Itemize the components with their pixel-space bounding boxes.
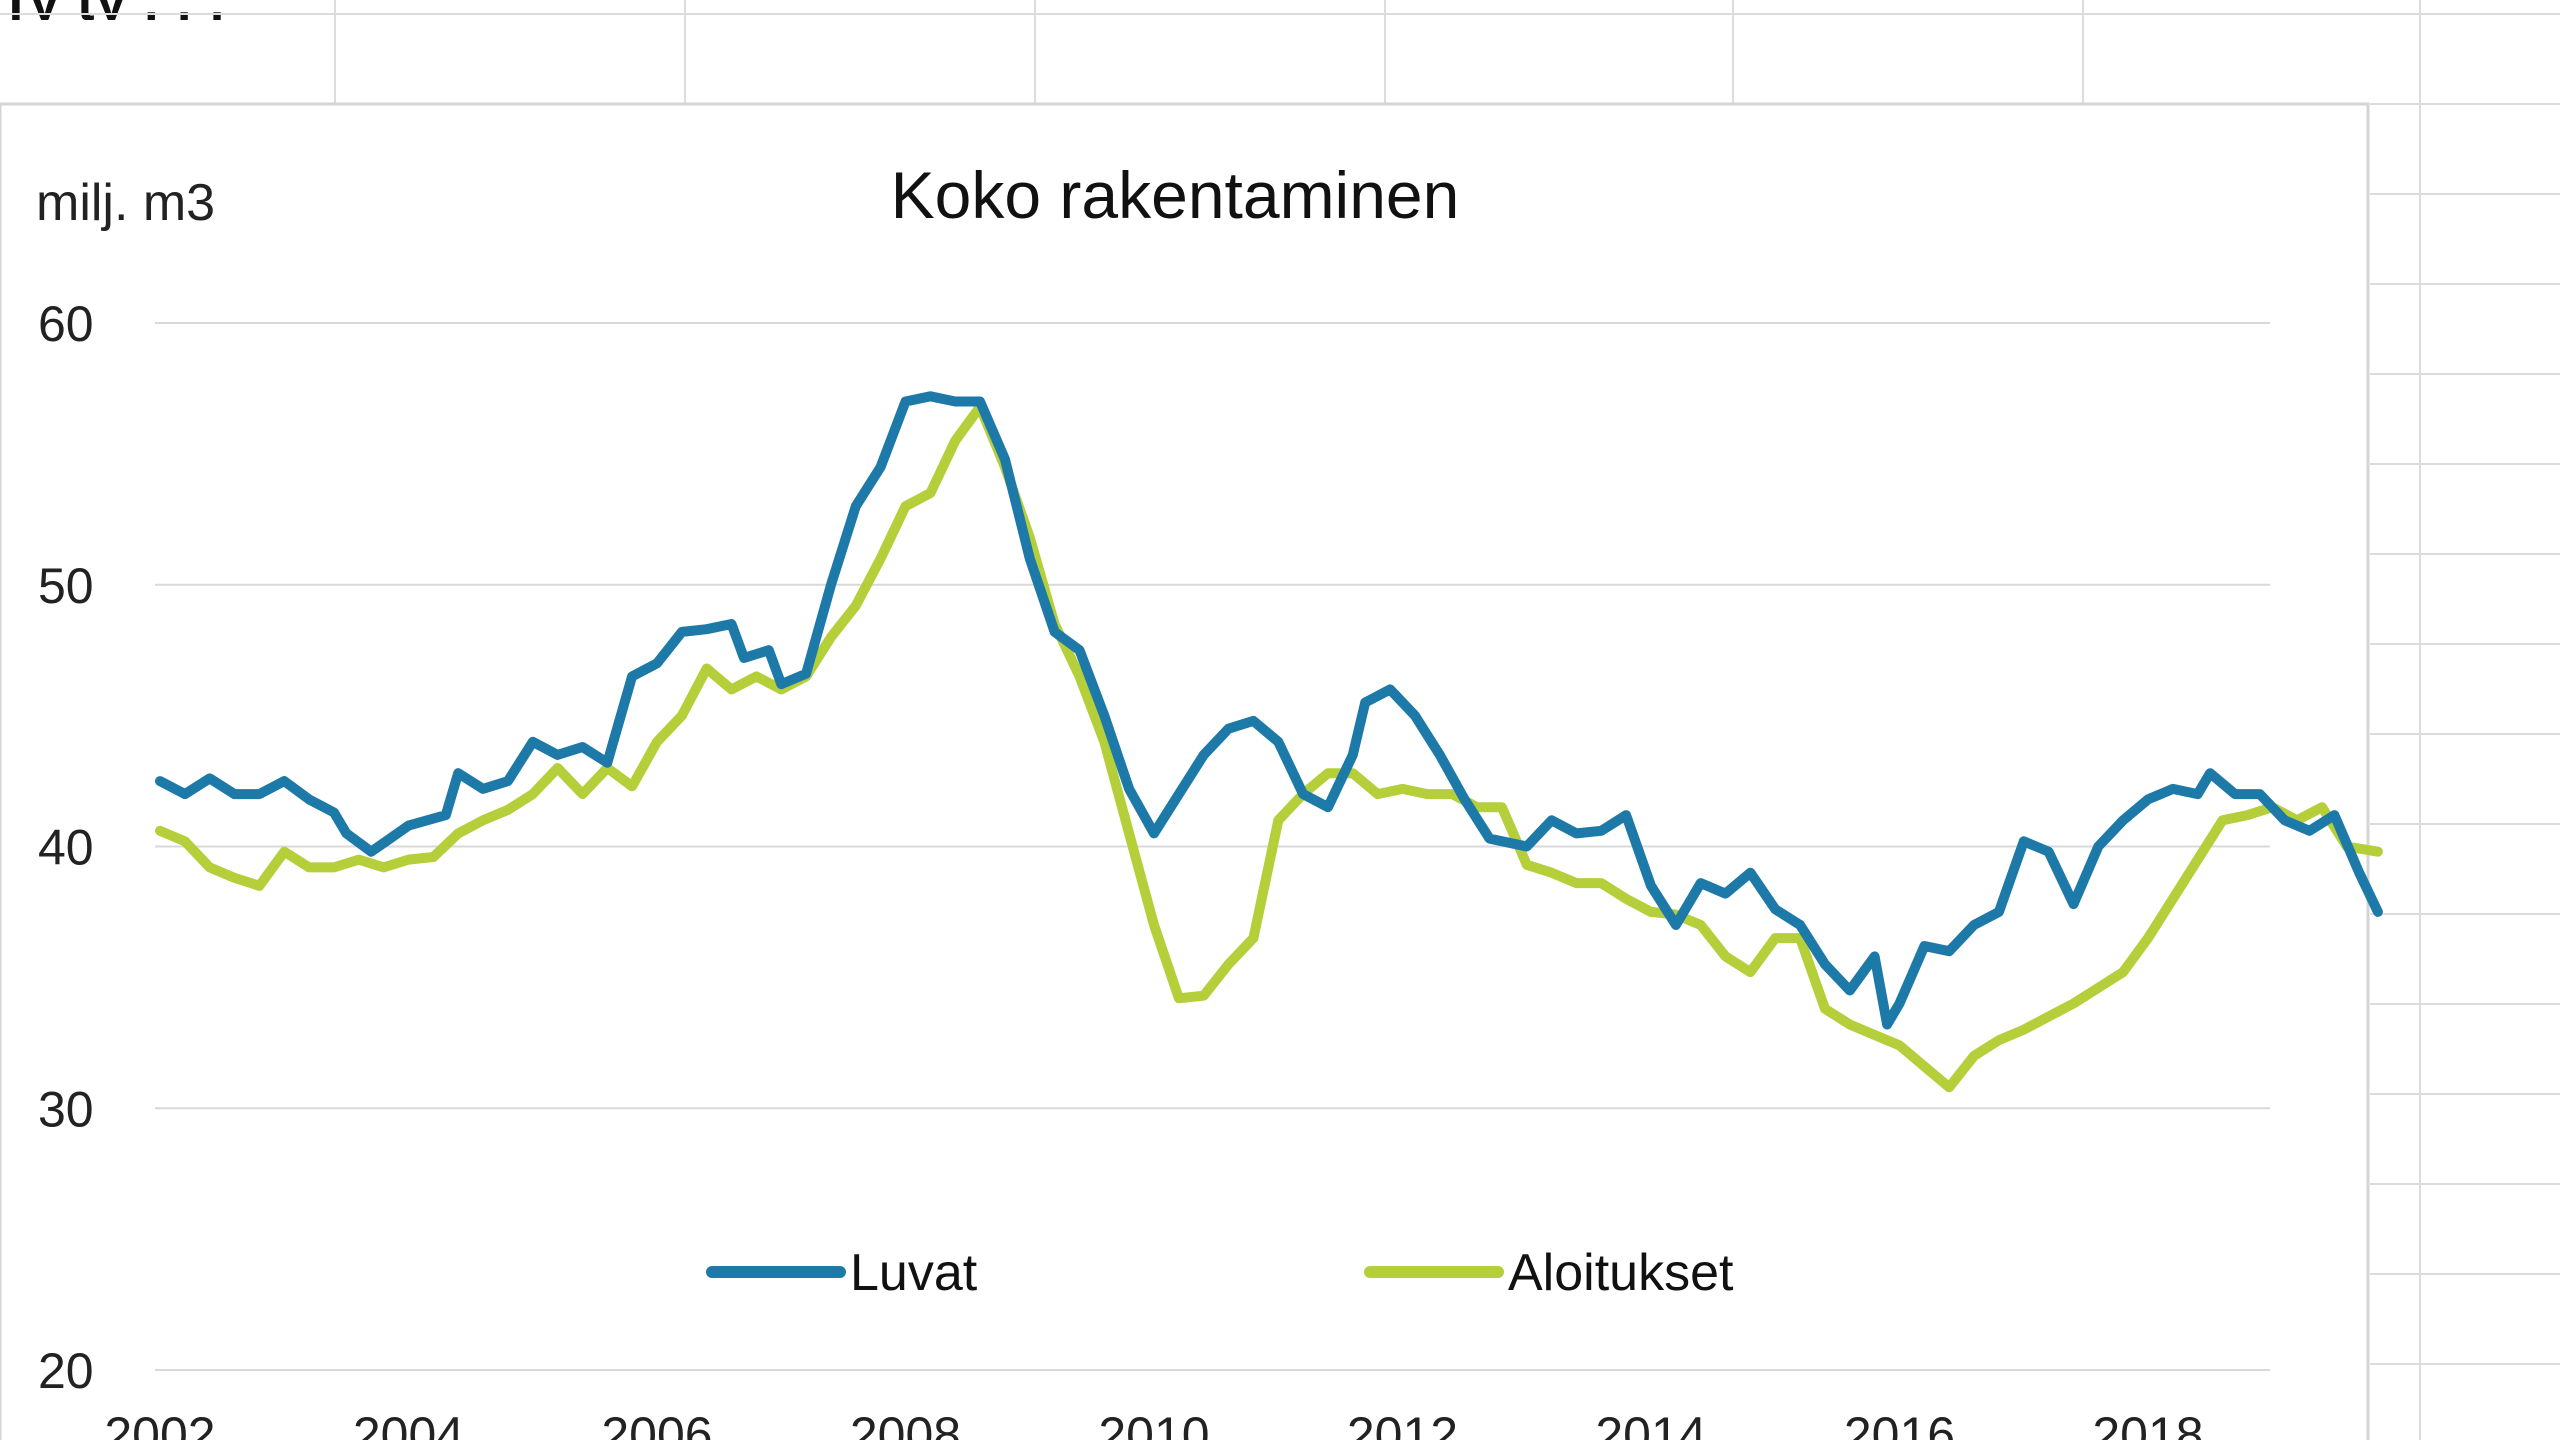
x-tick-label: 2008 — [850, 1407, 961, 1440]
x-tick-label: 2004 — [353, 1407, 464, 1440]
legend[interactable]: Luvat Aloitukset — [706, 1244, 1734, 1302]
y-tick-label: 40 — [38, 820, 94, 876]
plot-gridlines — [155, 322, 2270, 1371]
x-tick-label: 2012 — [1347, 1407, 1458, 1440]
x-tick-label: 2016 — [1844, 1407, 1955, 1440]
series-line-luvat — [155, 391, 2383, 1030]
x-tick-labels: 2002 2004 2006 2008 2010 2012 2014 2016 2018 — [104, 1407, 2203, 1440]
y-tick-label: 60 — [38, 296, 94, 352]
legend-label-aloitukset: Aloitukset — [1508, 1244, 1734, 1302]
y-tick-label: 30 — [38, 1081, 94, 1137]
y-tick-label: 50 — [38, 558, 94, 614]
x-tick-label: 2018 — [2092, 1407, 2203, 1440]
series-line-aloitukset — [155, 401, 2383, 1093]
x-tick-label: 2002 — [104, 1407, 215, 1440]
x-tick-label: 2006 — [601, 1407, 712, 1440]
legend-label-luvat: Luvat — [850, 1244, 978, 1302]
series-lines — [155, 391, 2383, 1093]
y-axis-label: milj. m3 — [36, 174, 215, 232]
x-tick-label: 2014 — [1595, 1407, 1706, 1440]
y-tick-label: 20 — [38, 1343, 94, 1399]
chart-area[interactable] — [0, 102, 2370, 1440]
y-tick-labels: 20 30 40 50 60 — [38, 296, 94, 1399]
x-tick-label: 2010 — [1098, 1407, 1209, 1440]
chart-title: Koko rakentaminen — [891, 158, 1460, 232]
